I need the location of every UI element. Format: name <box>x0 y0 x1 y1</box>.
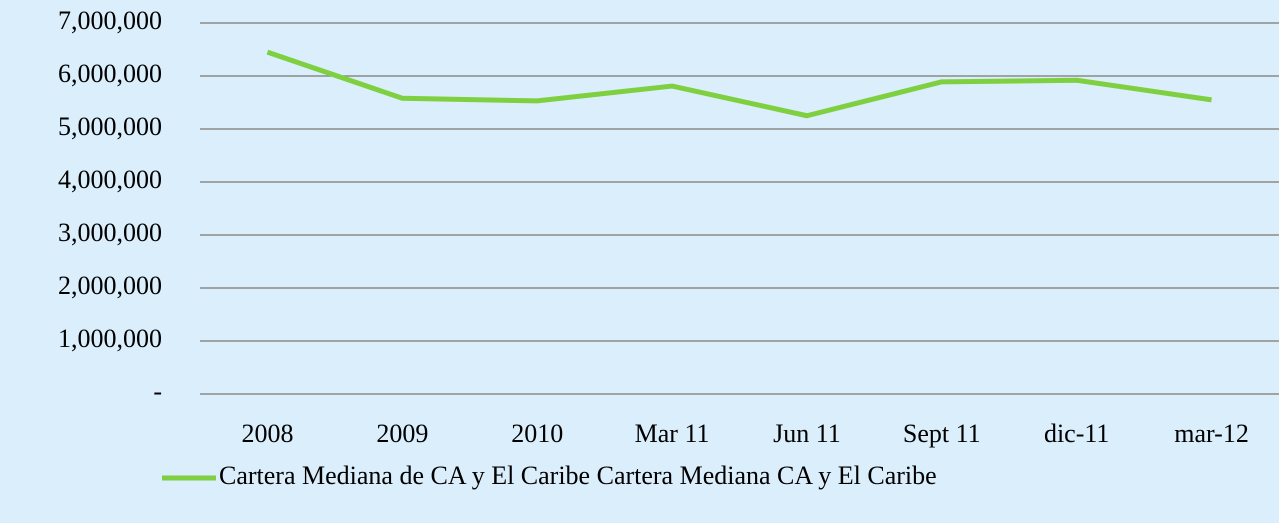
y-tick-label: 3,000,000 <box>58 218 162 247</box>
y-tick-label: 1,000,000 <box>58 324 162 353</box>
x-tick-label: dic-11 <box>1044 419 1109 448</box>
y-tick-label: 5,000,000 <box>58 112 162 141</box>
y-tick-label: 6,000,000 <box>58 59 162 88</box>
x-tick-label: 2009 <box>376 419 428 448</box>
y-tick-label: 7,000,000 <box>58 6 162 35</box>
series-line <box>266 49 1212 119</box>
y-tick-label: - <box>153 377 162 406</box>
y-tick-label: 4,000,000 <box>58 165 162 194</box>
x-tick-label: Sept 11 <box>903 419 981 448</box>
x-tick-label: mar-12 <box>1174 419 1249 448</box>
x-tick-label: 2010 <box>511 419 563 448</box>
x-tick-label: Mar 11 <box>635 419 710 448</box>
legend-label: Cartera Mediana de CA y El Caribe Carter… <box>219 461 937 490</box>
x-tick-label: 2008 <box>241 419 293 448</box>
y-tick-label: 2,000,000 <box>58 271 162 300</box>
x-tick-label: Jun 11 <box>773 419 841 448</box>
